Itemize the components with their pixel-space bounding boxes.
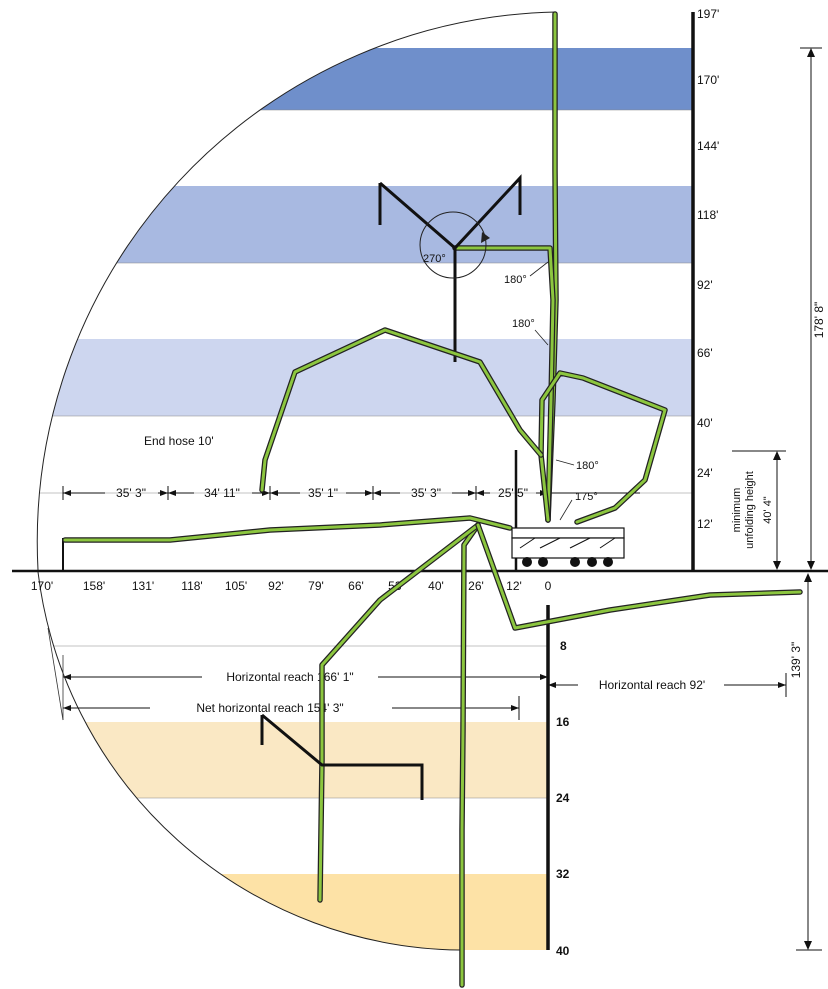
tick-height-24: 24'	[697, 466, 713, 480]
horizontal-reach-left-dimension: Horizontal reach 166' 1"	[63, 670, 548, 684]
angle-175-label: 175°	[575, 491, 598, 503]
tick-reach-12: 12'	[506, 579, 522, 593]
band-16-24	[38, 722, 548, 798]
total-height-dimension: 178' 8"	[800, 47, 826, 570]
tick-reach-66: 66'	[348, 579, 364, 593]
horizontal-reach-right-label: Horizontal reach 92'	[599, 678, 705, 692]
boom-folded-top	[378, 174, 556, 523]
tick-height-144: 144'	[697, 139, 719, 153]
tick-height-66: 66'	[697, 346, 713, 360]
segment-3-label: 35' 1"	[308, 486, 338, 500]
tick-depth-16: 16	[556, 715, 570, 729]
horizontal-reach-left-label: Horizontal reach 166' 1"	[226, 670, 353, 684]
tick-reach-131: 131'	[132, 579, 154, 593]
tick-reach-26: 26'	[468, 579, 484, 593]
boom-arch	[259, 327, 668, 525]
segment-4-label: 35' 3"	[411, 486, 441, 500]
boom-positions	[62, 11, 803, 988]
tick-height-197: 197'	[697, 7, 719, 21]
tick-depth-32: 32	[556, 867, 570, 881]
reach-envelope	[36, 11, 557, 951]
tick-depth-8: 8	[560, 639, 567, 653]
angle-leader-lines	[529, 261, 575, 521]
truck-icon	[511, 527, 625, 567]
min-unfold-dimension: minimum unfolding height 40' 4"	[731, 450, 786, 570]
angle-180-top-label: 180°	[504, 274, 527, 286]
total-height-label: 178' 8"	[812, 302, 826, 339]
segment-dimensions: 35' 3" 34' 11" 35' 1" 35' 3" 25' 5"	[62, 486, 640, 500]
min-unfold-value: 40' 4"	[762, 496, 774, 524]
left-reach-guides	[47, 627, 64, 721]
tick-reach-158: 158'	[83, 579, 105, 593]
tick-reach-118: 118'	[181, 579, 202, 593]
tick-reach-92: 92'	[268, 579, 284, 593]
tick-reach-105: 105'	[225, 579, 247, 593]
end-hose-label: End hose 10'	[144, 434, 214, 448]
depth-dimension-label: 139' 3"	[789, 642, 803, 679]
tick-reach-40: 40'	[428, 579, 444, 593]
net-horizontal-reach-dimension: Net horizontal reach 154' 3"	[63, 696, 520, 720]
boom-angled-down	[260, 522, 481, 903]
tick-reach-0: 0	[545, 579, 552, 593]
net-horizontal-reach-label: Net horizontal reach 154' 3"	[196, 701, 343, 715]
tick-height-40: 40'	[697, 416, 713, 430]
min-unfold-label-line2: unfolding height	[744, 471, 756, 549]
lower-envelope-arc	[37, 571, 461, 951]
boom-right-down	[475, 522, 803, 631]
angle-270-label: 270°	[423, 253, 446, 265]
depth-tick-labels: 8 16 24 32 40	[556, 639, 570, 958]
horizontal-reach-right-dimension: Horizontal reach 92'	[548, 673, 787, 697]
boom-deep	[459, 522, 481, 988]
angle-180-mid-label: 180°	[512, 318, 535, 330]
depth-dimension: 139' 3"	[789, 573, 822, 951]
boom-horizontal	[62, 515, 513, 543]
tick-reach-79: 79'	[308, 579, 324, 593]
tick-height-92: 92'	[697, 278, 713, 292]
segment-5-label: 25' 5"	[498, 486, 528, 500]
upper-envelope-arc	[36, 11, 557, 571]
reach-tick-labels: 170' 158' 131' 118' 105' 92' 79' 66' 53'…	[31, 579, 552, 593]
segment-2-label: 34' 11"	[204, 486, 240, 500]
upper-height-bands	[37, 48, 693, 416]
angle-180-low-label: 180°	[576, 460, 599, 472]
band-32-40	[38, 874, 548, 950]
lower-depth-bands	[38, 722, 548, 950]
tick-depth-40: 40	[556, 944, 570, 958]
tick-height-12: 12'	[697, 517, 713, 531]
min-unfold-label-line1: minimum	[731, 488, 743, 533]
tick-depth-24: 24	[556, 791, 570, 805]
height-tick-labels: 197' 170' 144' 118' 92' 66' 40' 24' 12'	[697, 7, 719, 531]
segment-1-label: 35' 3"	[116, 486, 146, 500]
band-170-197	[37, 48, 693, 110]
tick-height-170: 170'	[697, 73, 719, 87]
tick-height-118: 118'	[697, 208, 718, 222]
tick-reach-170: 170'	[31, 579, 53, 593]
band-118-144	[37, 186, 693, 263]
